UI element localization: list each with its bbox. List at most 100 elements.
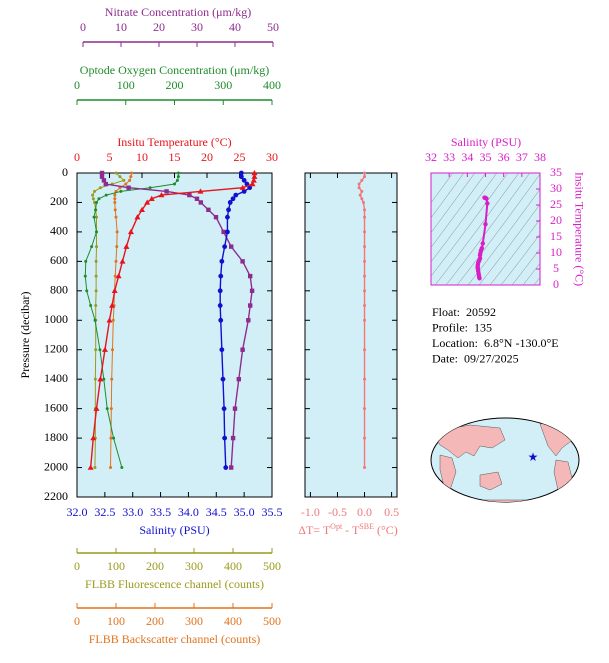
- data-point: [110, 348, 114, 352]
- axis-title: FLBB Backscatter channel (counts): [89, 632, 261, 646]
- data-point: [219, 258, 225, 264]
- data-point: [93, 377, 97, 381]
- data-point: [363, 245, 367, 249]
- axis-title: Optode Oxygen Concentration (μm/kg): [80, 63, 269, 77]
- data-point: [240, 259, 245, 264]
- data-point: [94, 259, 98, 263]
- axis-title: Nitrate Concentration (μm/kg): [105, 5, 251, 19]
- y-axis-title: Pressure (decibar): [18, 292, 32, 379]
- x-tick-label: 200: [146, 614, 164, 628]
- data-point: [91, 193, 95, 197]
- density-contour: [456, 173, 540, 285]
- y-tick-label: 30: [550, 181, 562, 195]
- y-tick-label: 10: [550, 245, 562, 259]
- data-point: [226, 207, 231, 213]
- info-value: 6.8°N -130.0°E: [484, 336, 559, 350]
- data-point: [109, 436, 113, 440]
- data-point: [357, 186, 361, 190]
- data-point: [363, 407, 367, 411]
- data-point: [194, 196, 200, 201]
- data-point: [230, 196, 236, 202]
- data-point: [229, 244, 234, 249]
- y-tick-label: 2000: [44, 459, 68, 473]
- x-tick-label: 34.5: [206, 505, 227, 519]
- info-line: Float: 20592: [432, 305, 496, 319]
- info-label: Float:: [432, 305, 460, 319]
- ts-point: [485, 201, 490, 206]
- info-line: Profile: 135: [432, 320, 492, 334]
- x-tick-label: -0.5: [328, 505, 347, 519]
- density-contour: [489, 218, 540, 285]
- density-contour: [431, 173, 498, 263]
- data-point: [92, 215, 96, 219]
- x-tick-label: 40: [229, 20, 241, 34]
- x-tick-label: 35.0: [234, 505, 255, 519]
- data-point: [158, 192, 165, 198]
- density-contour: [431, 173, 454, 204]
- data-point: [95, 245, 98, 249]
- data-point: [94, 274, 98, 278]
- data-point: [241, 189, 247, 194]
- ts-point: [477, 253, 483, 258]
- data-point: [363, 318, 367, 322]
- data-point: [113, 274, 117, 278]
- ts-point: [480, 241, 485, 246]
- y-tick-label: 400: [50, 224, 68, 238]
- data-point: [124, 182, 128, 186]
- density-contours: [431, 173, 540, 285]
- axis-title-part: - T: [342, 523, 360, 537]
- data-point: [217, 288, 223, 294]
- delta-t-panel: [304, 172, 398, 498]
- data-point: [129, 175, 133, 179]
- data-point: [93, 189, 97, 193]
- data-point: [104, 193, 108, 197]
- map-land: [431, 424, 506, 459]
- data-point: [221, 406, 227, 412]
- data-point: [90, 435, 97, 441]
- x-tick-label: 25: [234, 150, 246, 164]
- data-point: [233, 192, 239, 198]
- x-tick-label: 300: [185, 614, 203, 628]
- info-line: Location: 6.8°N -130.0°E: [432, 336, 559, 350]
- x-tick-label: 100: [107, 614, 125, 628]
- data-point: [251, 173, 258, 179]
- density-contour: [500, 233, 540, 285]
- data-point: [113, 193, 117, 197]
- x-tick-label: 38: [534, 150, 546, 164]
- data-point: [111, 287, 118, 294]
- density-contour: [431, 173, 465, 219]
- data-point: [363, 215, 367, 219]
- data-point: [239, 184, 246, 190]
- x-tick-label: 200: [166, 78, 184, 92]
- data-point: [109, 407, 113, 411]
- x-tick-label: 0.5: [384, 505, 399, 519]
- data-point: [358, 193, 362, 197]
- data-point: [94, 289, 98, 293]
- data-point: [173, 182, 176, 186]
- info-value: 135: [474, 320, 492, 334]
- data-point: [218, 317, 224, 323]
- x-tick-label: 32: [425, 150, 437, 164]
- x-tick-label: 100: [117, 78, 135, 92]
- data-point: [363, 466, 367, 470]
- data-point: [363, 230, 367, 234]
- y-tick-label: 20: [550, 213, 562, 227]
- x-tick-label: 34: [461, 150, 473, 164]
- x-tick-label: 300: [185, 559, 203, 573]
- data-point: [123, 243, 130, 249]
- info-line: Date: 09/27/2025: [432, 351, 519, 365]
- data-point: [360, 189, 364, 193]
- y-tick-label: 15: [550, 229, 562, 243]
- axis-title-part: Opt: [330, 522, 343, 531]
- data-point: [115, 245, 119, 249]
- x-tick-label: 500: [263, 559, 281, 573]
- data-point: [120, 466, 124, 470]
- data-point: [127, 228, 134, 235]
- info-label: Date:: [432, 351, 458, 365]
- data-point: [251, 170, 258, 176]
- x-tick-label: 0.0: [357, 505, 372, 519]
- profile-panel: [76, 172, 273, 498]
- info-label: Location:: [432, 336, 478, 350]
- data-point: [248, 273, 253, 279]
